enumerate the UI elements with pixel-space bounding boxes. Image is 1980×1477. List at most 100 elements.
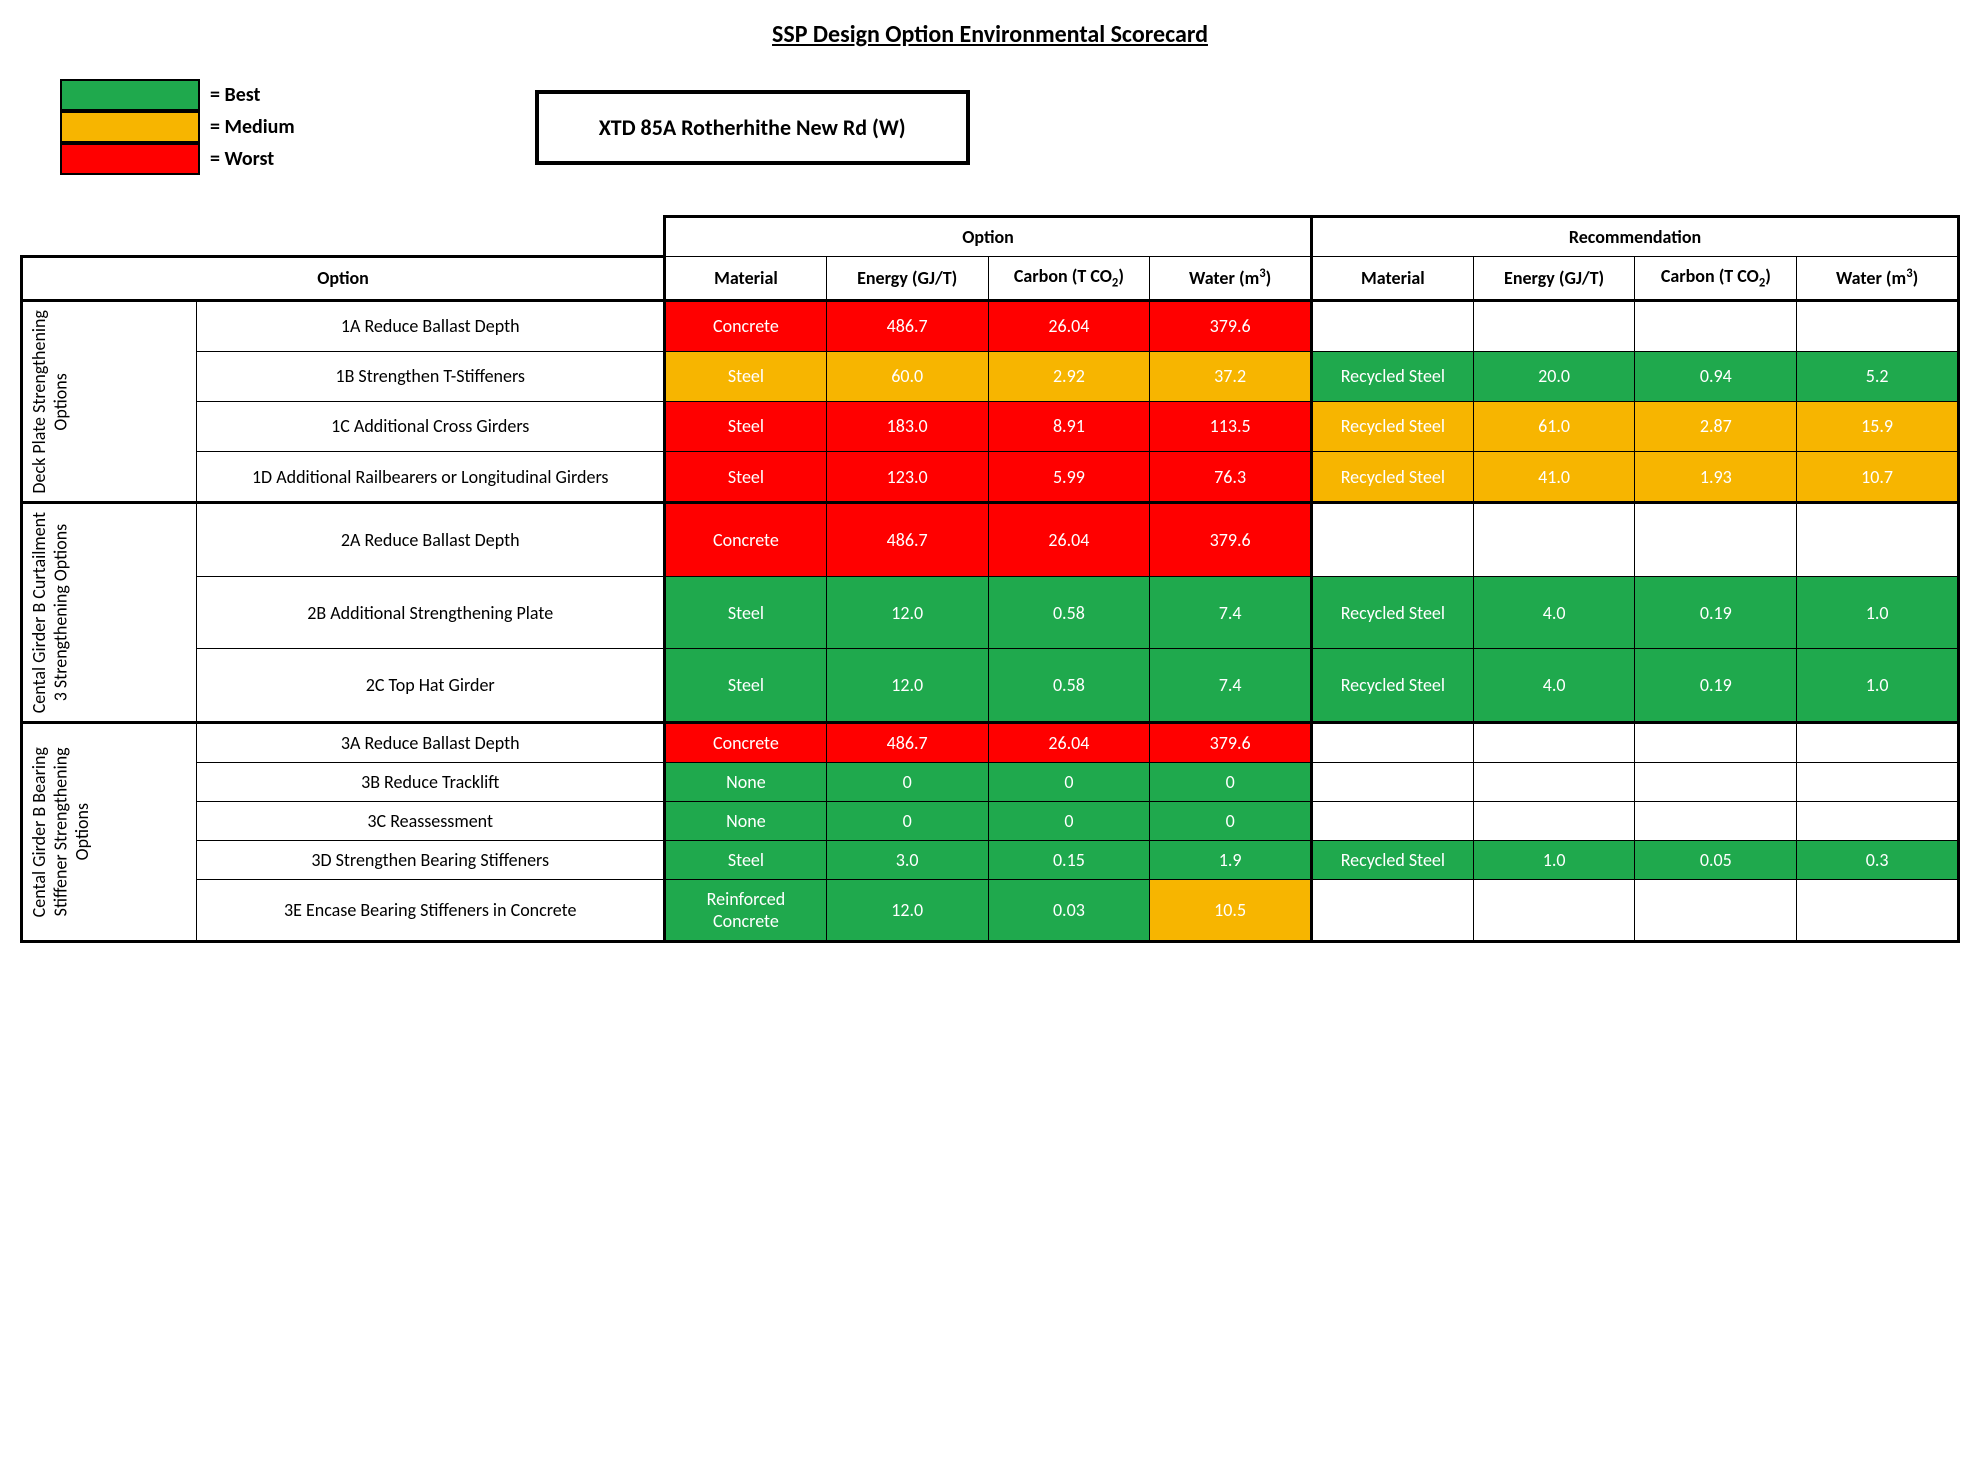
opt-cell: 10.5 [1150, 880, 1312, 942]
rec-cell: Recycled Steel [1312, 451, 1474, 502]
opt-cell: 113.5 [1150, 401, 1312, 451]
opt-cell: 5.99 [988, 451, 1150, 502]
option-section-header: Option [665, 217, 1312, 257]
opt-cell: Steel [665, 577, 827, 649]
opt-cell: 12.0 [826, 577, 988, 649]
option-name: 3E Encase Bearing Stiffeners in Concrete [197, 880, 665, 942]
opt-cell: 26.04 [988, 503, 1150, 577]
rec-cell-empty [1312, 300, 1474, 351]
rec-cell: 1.0 [1797, 649, 1959, 723]
opt-cell: 12.0 [826, 649, 988, 723]
legend-row: = Medium [60, 111, 295, 143]
option-name: 3C Reassessment [197, 802, 665, 841]
opt-cell: 379.6 [1150, 503, 1312, 577]
rec-cell: 0.94 [1635, 351, 1797, 401]
rec-cell-empty [1797, 880, 1959, 942]
rec-cell: 1.0 [1473, 841, 1635, 880]
group-label: Cental Girder B Curtailment3 Strengtheni… [22, 503, 197, 723]
group-label: Cental Girder B BearingStiffener Strengt… [22, 723, 197, 942]
opt-cell: 60.0 [826, 351, 988, 401]
option-name: 3B Reduce Tracklift [197, 763, 665, 802]
blank [22, 217, 665, 257]
opt-cell: Concrete [665, 723, 827, 763]
rec-cell: 41.0 [1473, 451, 1635, 502]
legend-swatch [60, 111, 200, 143]
project-name-box: XTD 85A Rotherhithe New Rd (W) [535, 90, 970, 165]
opt-cell: 0.58 [988, 649, 1150, 723]
rec-col-material: Material [1312, 257, 1474, 301]
rec-cell-empty [1797, 763, 1959, 802]
opt-cell: 379.6 [1150, 300, 1312, 351]
opt-cell: Concrete [665, 503, 827, 577]
opt-cell: 379.6 [1150, 723, 1312, 763]
legend-row: = Worst [60, 143, 295, 175]
opt-cell: 0 [988, 802, 1150, 841]
rec-cell-empty [1797, 503, 1959, 577]
rec-cell-empty [1473, 723, 1635, 763]
legend-row: = Best [60, 79, 295, 111]
rec-cell: 20.0 [1473, 351, 1635, 401]
rec-cell-empty [1312, 763, 1474, 802]
col-material: Material [665, 257, 827, 301]
opt-cell: 0 [826, 802, 988, 841]
opt-cell: 26.04 [988, 723, 1150, 763]
rec-cell: 0.19 [1635, 577, 1797, 649]
opt-cell: 0 [988, 763, 1150, 802]
rec-col-energy: Energy (GJ/T) [1473, 257, 1635, 301]
legend-swatch [60, 79, 200, 111]
opt-cell: 0 [1150, 802, 1312, 841]
option-name: 1A Reduce Ballast Depth [197, 300, 665, 351]
opt-cell: 26.04 [988, 300, 1150, 351]
opt-cell: None [665, 763, 827, 802]
rec-cell-empty [1312, 723, 1474, 763]
opt-cell: 0.15 [988, 841, 1150, 880]
rec-cell: Recycled Steel [1312, 841, 1474, 880]
page-title: SSP Design Option Environmental Scorecar… [20, 20, 1960, 49]
option-name: 1D Additional Railbearers or Longitudina… [197, 451, 665, 502]
rec-cell: 0.19 [1635, 649, 1797, 723]
opt-cell: 486.7 [826, 503, 988, 577]
rec-cell-empty [1473, 802, 1635, 841]
rec-cell-empty [1473, 300, 1635, 351]
legend: = Best = Medium = Worst [60, 79, 295, 175]
rec-cell-empty [1635, 723, 1797, 763]
rec-cell: 2.87 [1635, 401, 1797, 451]
rec-cell-empty [1635, 880, 1797, 942]
rec-cell-empty [1312, 802, 1474, 841]
opt-cell: 12.0 [826, 880, 988, 942]
opt-cell: Steel [665, 351, 827, 401]
rec-cell-empty [1797, 300, 1959, 351]
rec-cell-empty [1635, 300, 1797, 351]
opt-cell: 0.03 [988, 880, 1150, 942]
rec-cell-empty [1312, 880, 1474, 942]
col-water: Water (m3) [1150, 257, 1312, 301]
opt-cell: 8.91 [988, 401, 1150, 451]
legend-label: = Worst [210, 147, 274, 171]
rec-col-carbon: Carbon (T CO2) [1635, 257, 1797, 301]
rec-cell: Recycled Steel [1312, 401, 1474, 451]
rec-cell: 4.0 [1473, 577, 1635, 649]
recommendation-section-header: Recommendation [1312, 217, 1959, 257]
rec-cell: 1.0 [1797, 577, 1959, 649]
opt-cell: Steel [665, 649, 827, 723]
legend-label: = Medium [210, 115, 295, 139]
legend-label: = Best [210, 83, 260, 107]
col-carbon: Carbon (T CO2) [988, 257, 1150, 301]
opt-cell: Reinforced Concrete [665, 880, 827, 942]
opt-cell: 183.0 [826, 401, 988, 451]
rec-cell-empty [1797, 802, 1959, 841]
opt-cell: None [665, 802, 827, 841]
option-name: 1B Strengthen T-Stiffeners [197, 351, 665, 401]
rec-cell-empty [1473, 763, 1635, 802]
rec-cell-empty [1635, 763, 1797, 802]
legend-swatch [60, 143, 200, 175]
opt-cell: 486.7 [826, 300, 988, 351]
rec-cell-empty [1473, 880, 1635, 942]
opt-cell: Steel [665, 401, 827, 451]
option-name: 1C Additional Cross Girders [197, 401, 665, 451]
opt-cell: 123.0 [826, 451, 988, 502]
rec-cell: Recycled Steel [1312, 351, 1474, 401]
opt-cell: 37.2 [1150, 351, 1312, 401]
col-energy: Energy (GJ/T) [826, 257, 988, 301]
opt-cell: 2.92 [988, 351, 1150, 401]
